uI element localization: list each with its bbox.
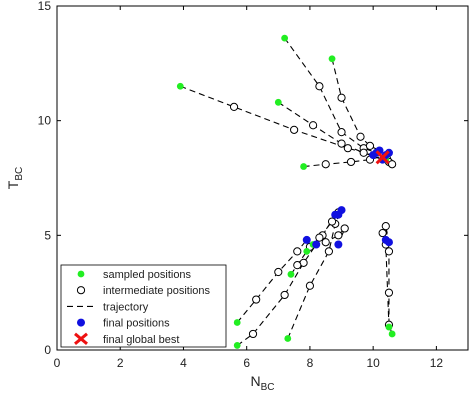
legend-final-swatch xyxy=(77,318,85,327)
intermediate-position-marker xyxy=(343,144,352,153)
y-tick-label: 15 xyxy=(38,0,52,13)
intermediate-position-marker xyxy=(315,233,324,242)
y-axis-label-subscript: BC xyxy=(14,167,25,181)
trajectory-line xyxy=(287,209,343,339)
sampled-position-marker xyxy=(328,55,336,63)
intermediate-position-marker xyxy=(340,224,349,233)
trajectory-line xyxy=(382,232,390,328)
sampled-position-marker xyxy=(300,163,307,170)
intermediate-position-marker xyxy=(293,261,302,270)
x-tick-label: 12 xyxy=(430,356,444,370)
intermediate-position-marker xyxy=(381,222,390,231)
intermediate-position-marker xyxy=(337,139,346,148)
intermediate-position-marker xyxy=(248,329,258,339)
y-axis-label-main: T xyxy=(5,180,21,189)
sampled-position-marker xyxy=(233,342,241,349)
legend-item: trajectory xyxy=(67,301,149,313)
legend-label: final global best xyxy=(103,334,179,346)
intermediate-position-marker xyxy=(327,217,337,226)
intermediate-position-marker xyxy=(356,132,365,141)
legend-label: final positions xyxy=(103,318,170,330)
intermediate-position-marker xyxy=(324,247,333,256)
intermediate-position-marker xyxy=(229,102,239,112)
legend-sampled-swatch xyxy=(77,270,85,278)
intermediate-position-marker xyxy=(337,93,346,102)
final-position-marker xyxy=(334,210,343,219)
intermediate-position-marker xyxy=(321,238,330,247)
y-tick-label: 10 xyxy=(38,114,52,128)
intermediate-position-marker xyxy=(280,290,289,300)
legend-item: intermediate positions xyxy=(76,285,211,297)
intermediate-position-marker xyxy=(293,247,302,256)
intermediate-position-marker xyxy=(384,288,394,297)
sampled-position-marker xyxy=(385,323,393,331)
trajectory-line xyxy=(312,228,346,246)
plot-frame xyxy=(56,5,469,351)
legend-intermediate-swatch xyxy=(76,286,86,295)
intermediate-position-marker xyxy=(384,247,394,256)
marker-layer xyxy=(176,34,397,349)
intermediate-position-marker xyxy=(334,231,343,240)
final-position-marker xyxy=(369,151,378,160)
intermediate-position-marker xyxy=(388,160,397,169)
intermediate-position-marker xyxy=(321,160,330,169)
intermediate-position-marker xyxy=(252,295,261,304)
intermediate-position-marker xyxy=(274,267,283,277)
sampled-position-marker xyxy=(284,335,292,342)
intermediate-position-marker xyxy=(290,125,299,134)
sampled-position-marker xyxy=(287,270,295,278)
final-position-marker xyxy=(381,235,390,244)
final-position-marker xyxy=(312,240,321,249)
intermediate-position-marker xyxy=(346,157,356,167)
intermediate-position-marker xyxy=(365,141,375,150)
legend-label: sampled positions xyxy=(103,269,192,281)
sampled-position-marker xyxy=(233,319,241,326)
x-tick-label: 10 xyxy=(366,356,380,370)
intermediate-position-marker xyxy=(305,281,315,290)
sampled-position-marker xyxy=(176,82,184,90)
x-tick-label: 4 xyxy=(180,356,187,370)
legend-label: intermediate positions xyxy=(103,285,211,297)
x-axis-label-main: N xyxy=(250,373,260,389)
legend-box xyxy=(60,264,227,348)
sampled-position-marker xyxy=(274,98,282,106)
x-axis-label-subscript: BC xyxy=(261,382,275,393)
final-position-marker xyxy=(334,240,343,249)
legend-label: trajectory xyxy=(103,301,149,313)
x-tick-label: 0 xyxy=(54,356,61,370)
x-axis-label: NBC xyxy=(250,373,274,393)
legend: sampled positions intermediate positions t… xyxy=(60,264,227,348)
intermediate-position-marker xyxy=(337,128,346,137)
legend-item: sampled positions xyxy=(77,269,192,281)
legend-item: final positions xyxy=(77,318,170,330)
sampled-position-marker xyxy=(388,330,396,338)
y-tick-label: 0 xyxy=(44,343,51,357)
y-axis-label: TBC xyxy=(5,167,25,189)
final-position-marker xyxy=(302,235,311,244)
x-tick-label: 2 xyxy=(117,356,124,370)
global-best-marker xyxy=(375,150,390,165)
y-tick-label: 5 xyxy=(44,228,51,242)
x-tick-label: 8 xyxy=(307,356,314,370)
intermediate-position-marker xyxy=(315,82,324,91)
intermediate-position-marker xyxy=(308,121,318,130)
intermediate-position-marker xyxy=(359,148,368,157)
intermediate-position-marker xyxy=(378,228,387,238)
sampled-position-marker xyxy=(281,34,289,42)
trajectory-line xyxy=(236,244,317,346)
trajectory-line xyxy=(331,58,380,151)
sampled-position-marker xyxy=(303,247,311,255)
legend-item: final global best xyxy=(74,332,179,346)
legend-global-best-swatch xyxy=(74,332,88,345)
tick-layer: 0 2 4 6 8 10 12 0 5 10 15 xyxy=(38,0,468,370)
x-tick-label: 6 xyxy=(243,356,250,370)
